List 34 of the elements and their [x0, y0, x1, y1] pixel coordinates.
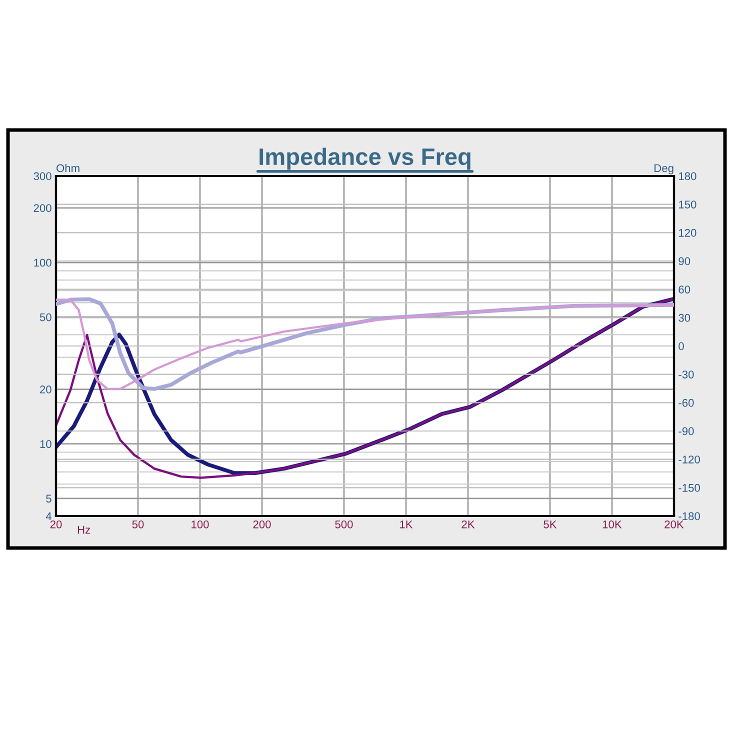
y-tick-label: 200	[34, 204, 52, 212]
y2-tick-label: 30	[678, 314, 690, 322]
x-tick-label: 200	[253, 520, 271, 528]
y2-tick-label: -30	[678, 370, 694, 378]
y-tick-label: 5	[46, 494, 52, 503]
y-tick-label: 10	[40, 440, 52, 448]
x-tick-label: 20K	[664, 520, 684, 528]
y2-tick-label: -90	[678, 427, 694, 436]
y2-tick-label: -180	[678, 512, 700, 520]
y2-tick-label: 60	[678, 286, 690, 294]
x-tick-label: 500	[335, 520, 353, 528]
y2-tick-label: -60	[678, 398, 694, 407]
y2-tick-label: -120	[678, 456, 700, 464]
x-tick-label: 5K	[544, 520, 557, 528]
x-tick-label: 1K	[400, 520, 413, 528]
x-tick-label: 2K	[462, 520, 475, 528]
chart-title: Impedance vs Freq	[260, 148, 470, 170]
y2-tick-label: -150	[678, 484, 700, 492]
y-tick-label: 300	[34, 172, 52, 180]
y-tick-label: 100	[34, 258, 52, 267]
y2-tick-label: 150	[679, 200, 696, 208]
y2-tick-label: 120	[679, 228, 696, 237]
y2-tick-label: 180	[679, 172, 696, 180]
y2-axis-title: Deg	[654, 164, 674, 174]
x-tick-label: 10K	[602, 520, 622, 528]
x-tick-label: 100	[192, 520, 209, 528]
y-tick-label: 20	[40, 386, 52, 394]
y2-tick-label: 0	[678, 342, 684, 350]
y-tick-label: 4	[46, 512, 52, 520]
y2-tick-label: 90	[678, 257, 690, 266]
x-axis-title: Hz	[78, 526, 90, 534]
y-tick-label: 50	[40, 313, 52, 322]
x-tick-label: 50	[132, 520, 144, 528]
y-axis-title: Ohm	[56, 164, 80, 172]
